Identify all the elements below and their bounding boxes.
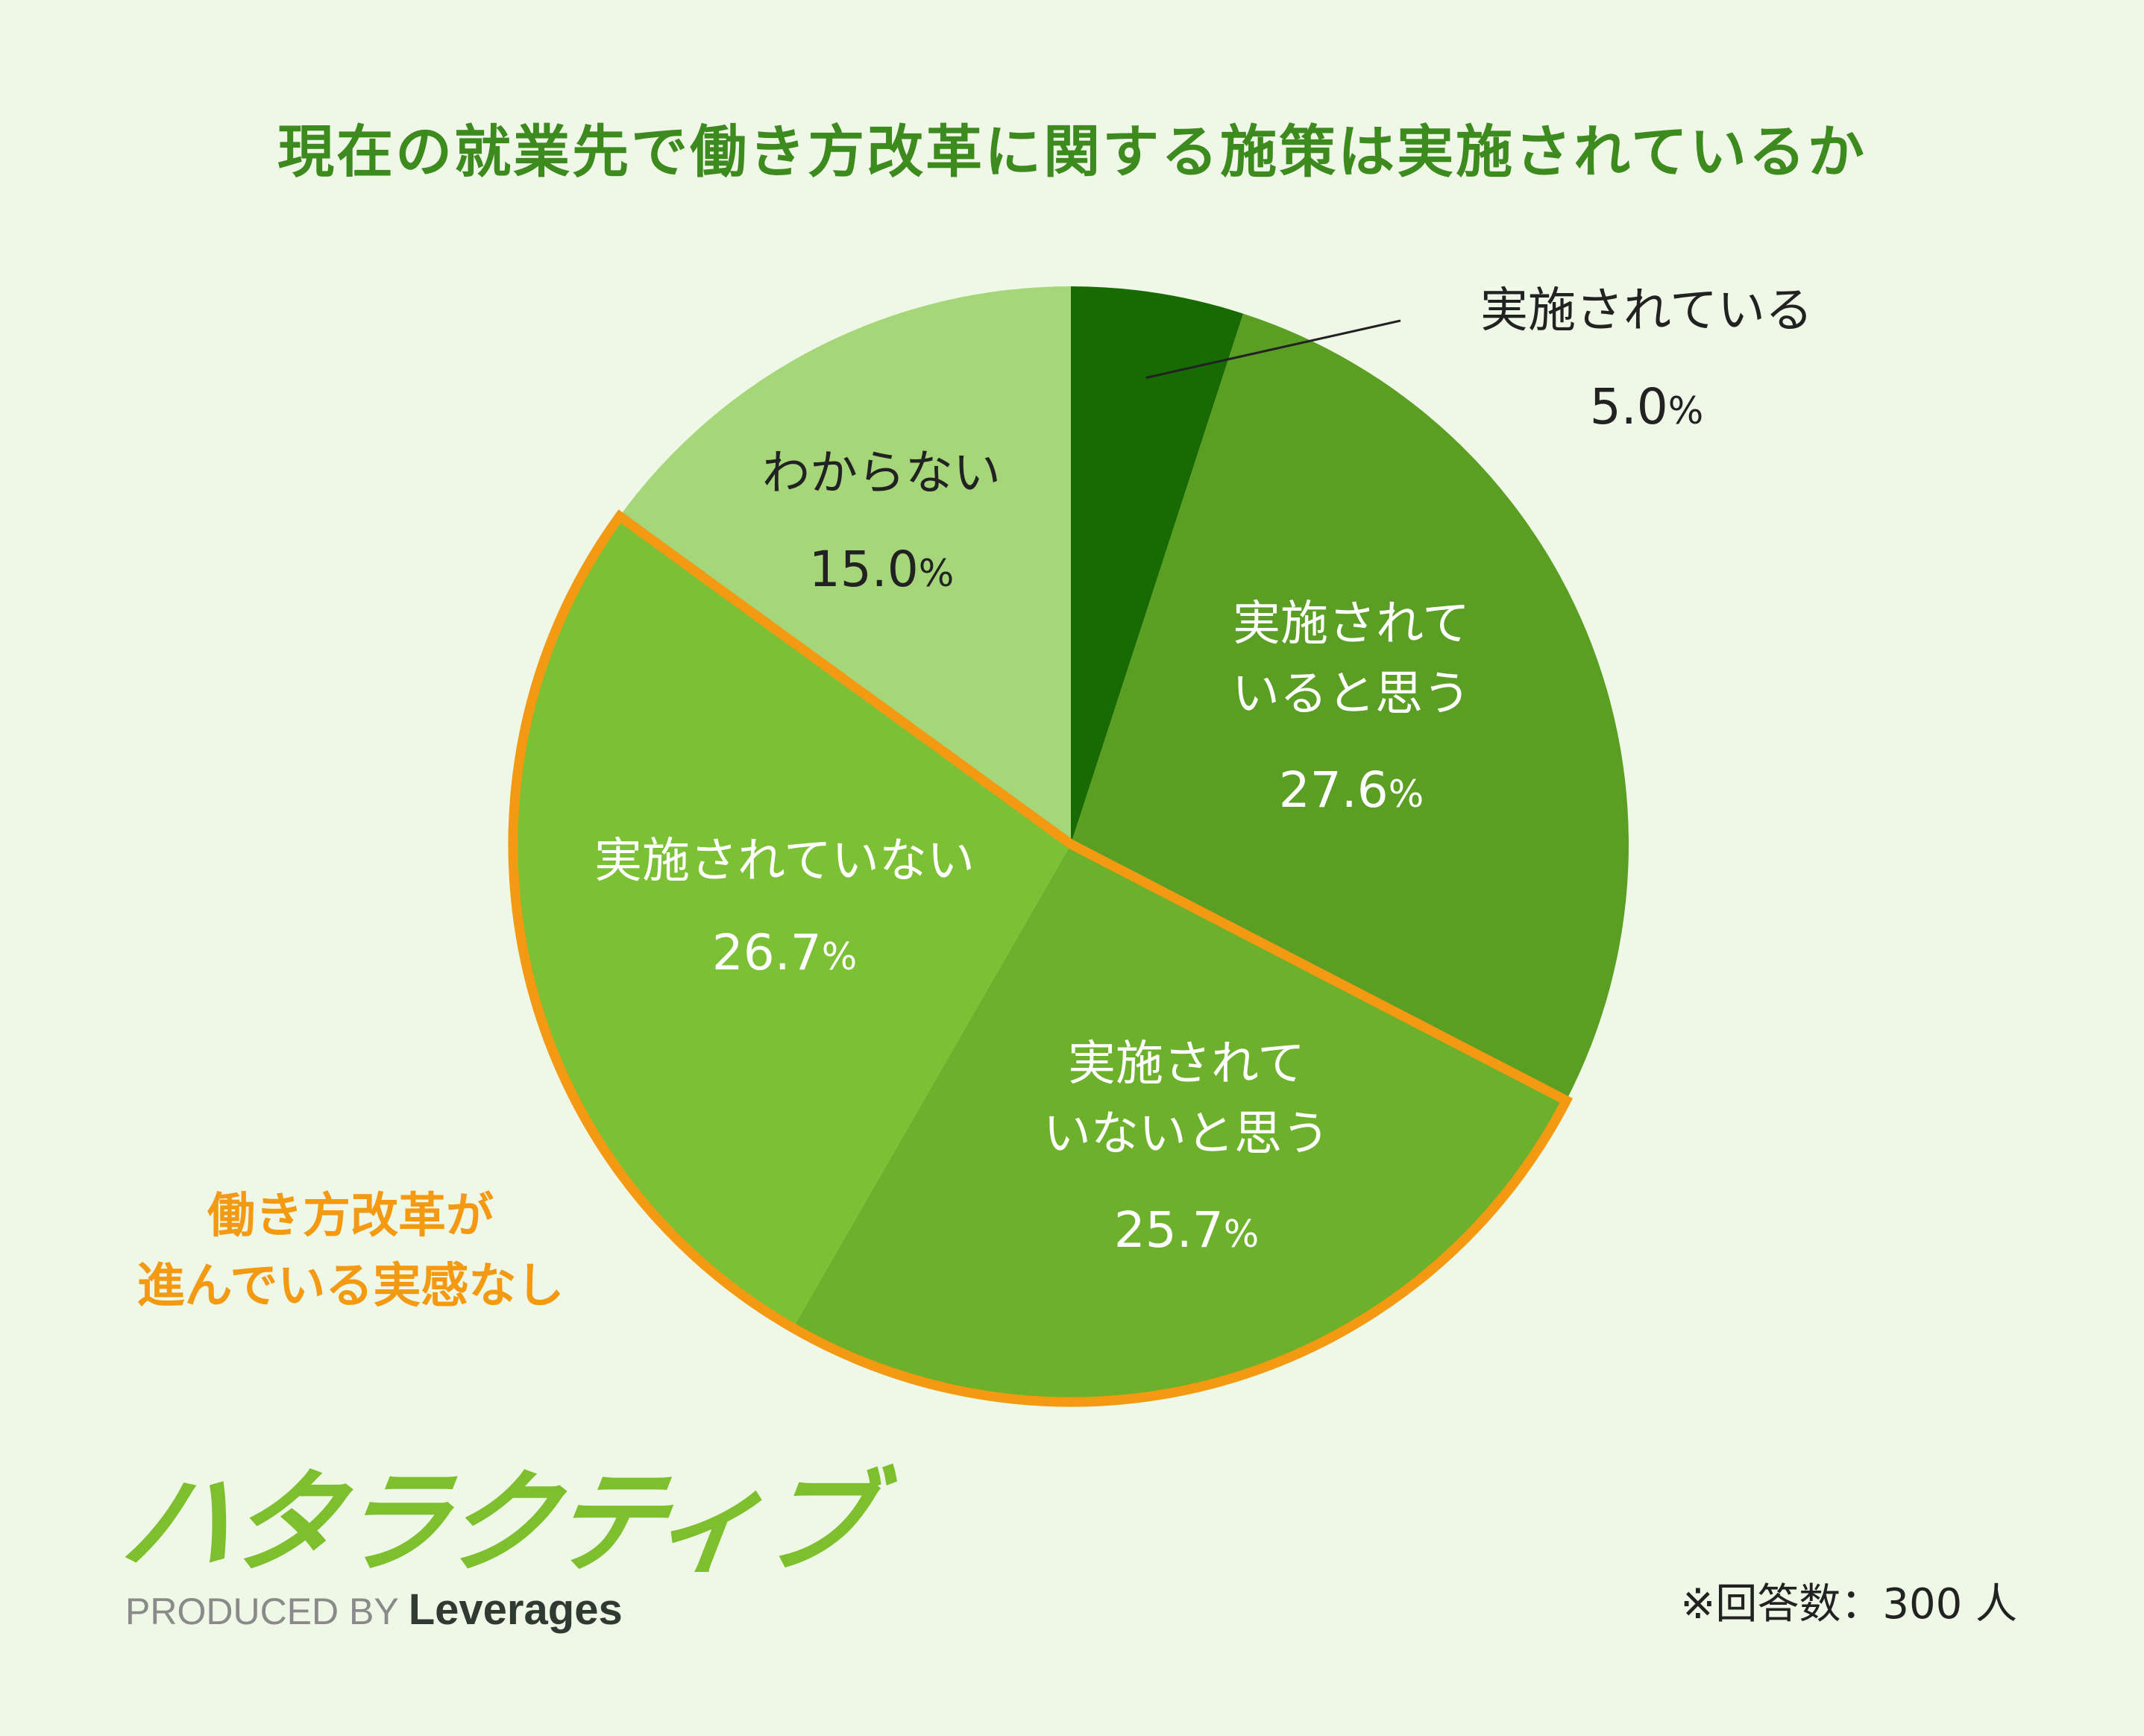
slice-value-4: 15.0% [809,541,954,598]
slice-value-percent-1: % [1389,773,1424,816]
brand-logo: ハタラクティブ [113,1459,878,1588]
slice-value-3: 26.7% [712,924,857,981]
slice-label-2-line-0: 実施されて [1068,1037,1305,1092]
highlight-callout-line-0: 働き方改革が [207,1189,494,1244]
slice-label-2-line-1: いないと思う [1043,1107,1330,1162]
slice-value-number-4: 15.0 [809,541,919,598]
slice-label-1-line-0: 実施されて [1233,597,1470,652]
pie-slice-0 [1071,286,1244,844]
slice-label-0-line-0: 実施されている [1480,283,1813,339]
slice-label-3-line-0: 実施されていない [594,834,975,889]
slice-value-percent-0: % [1668,389,1704,433]
highlight-outline [508,509,1574,1407]
pie-slice-4 [619,286,1071,844]
pie-slice-3 [513,516,1071,1328]
produced-by: PRODUCED BY Leverages [125,1584,623,1636]
highlight-layer [508,509,1574,1407]
leader-line-0 [1145,319,1401,380]
slice-value-number-2: 25.7 [1114,1201,1224,1259]
slice-value-percent-2: % [1224,1213,1260,1256]
slice-value-number-3: 26.7 [712,924,822,981]
slice-value-1: 27.6% [1279,761,1424,819]
slice-labels: 実施されている5.0%実施されていると思う27.6%実施されていないと思う25.… [594,283,1813,1259]
slice-value-percent-4: % [919,552,955,595]
chart-title: 現在の就業先で働き方改革に関する施策は実施されているか [277,119,1867,185]
pie-slice-1 [1071,313,1629,1101]
slice-value-number-0: 5.0 [1590,378,1668,435]
slice-value-2: 25.7% [1114,1201,1259,1259]
slice-value-number-1: 27.6 [1279,761,1389,819]
slice-label-1-line-1: いると思う [1232,667,1471,722]
respondent-count-note: ※回答数：300 人 [1680,1580,2017,1629]
pie-slice-2 [793,844,1567,1403]
highlight-callout-line-1: 進んでいる実感なし [137,1259,565,1314]
slice-value-percent-3: % [822,935,858,978]
slice-value-0: 5.0% [1590,378,1703,435]
produced-by-prefix: PRODUCED BY [125,1591,398,1632]
slice-label-4-line-0: わからない [762,446,1001,501]
pie-slices [513,286,1629,1403]
produced-by-brand: Leverages [408,1585,623,1634]
